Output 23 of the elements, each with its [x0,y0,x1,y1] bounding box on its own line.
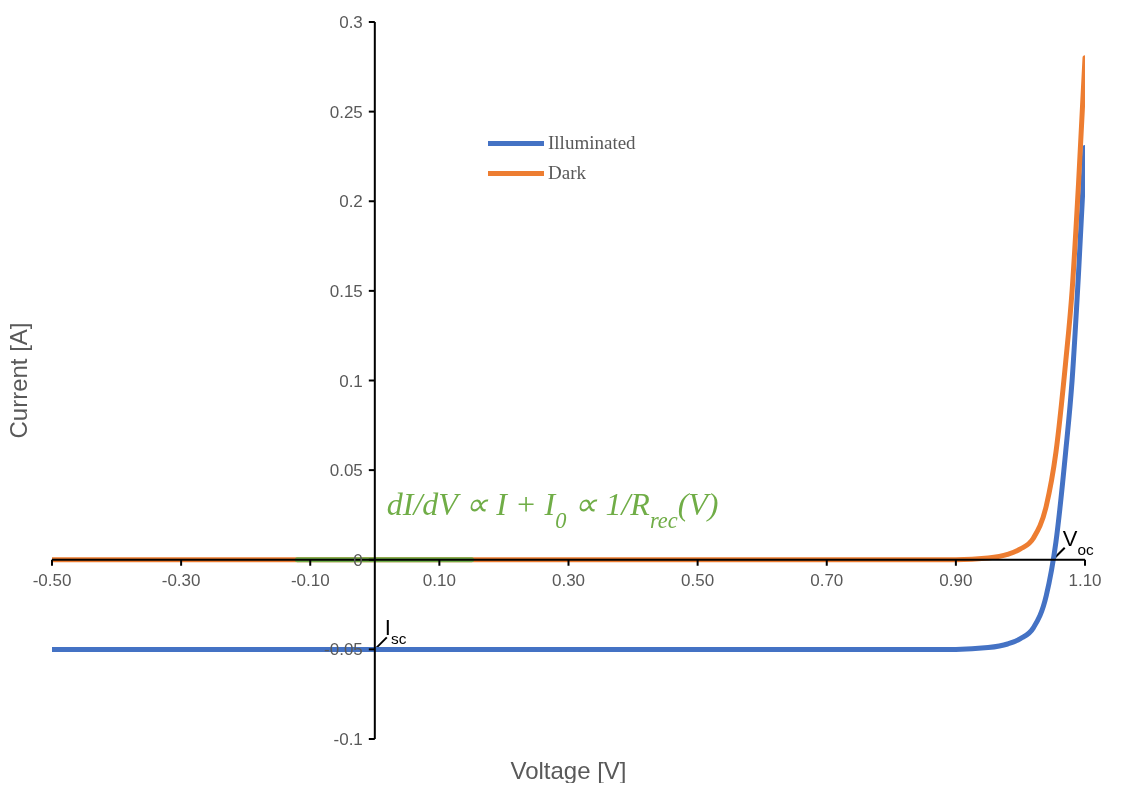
y-tick-label: 0.3 [339,13,363,32]
x-tick-label: 1.10 [1068,570,1102,590]
y-tick-label: 0.15 [329,281,363,301]
y-tick-label: 0.25 [329,102,363,122]
x-tick-label: 0.50 [681,570,715,590]
legend-label: Illuminated [548,132,636,154]
y-tick-label: 0.2 [339,192,363,212]
annotation: I$_{sc}$ [384,615,407,647]
y-tick-label: -0.1 [333,730,363,749]
y-tick-label: 0 [353,550,363,570]
x-tick-label: -0.50 [32,570,72,590]
x-tick-label: 0.90 [939,570,973,590]
y-tick-label: 0.05 [329,461,363,481]
annotation: V$_{oc}$ [1062,525,1094,558]
x-tick-label: -0.30 [161,570,201,590]
annotation: dI/dV ∝ I + I$_{0}$ ∝ 1/R$_{rec}$(V) [386,485,719,533]
x-tick-label: 0.70 [810,570,844,590]
x-tick-label: -0.10 [290,570,330,590]
x-tick-label: 0.10 [422,570,456,590]
y-axis-title: Current [A] [4,322,32,439]
y-tick-label: 0.1 [339,371,363,391]
x-tick-label: 0.30 [551,570,586,590]
legend-label: Dark [548,162,586,184]
